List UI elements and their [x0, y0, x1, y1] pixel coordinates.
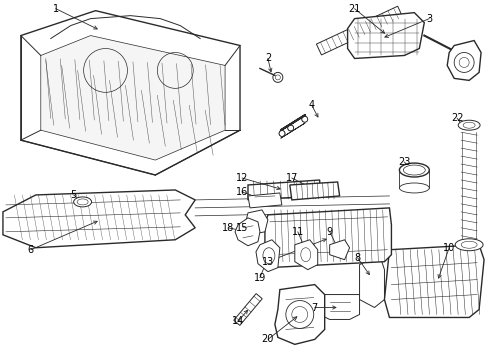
Polygon shape	[274, 285, 324, 345]
Ellipse shape	[300, 248, 310, 262]
Text: 3: 3	[426, 14, 431, 24]
Text: 20: 20	[261, 334, 274, 345]
Polygon shape	[329, 240, 349, 260]
Polygon shape	[3, 190, 195, 248]
Ellipse shape	[462, 122, 474, 128]
Text: 22: 22	[450, 113, 463, 123]
Text: 17: 17	[285, 173, 297, 183]
Text: 16: 16	[235, 187, 247, 197]
Text: 12: 12	[235, 173, 248, 183]
Polygon shape	[264, 208, 390, 268]
Ellipse shape	[77, 199, 88, 205]
Polygon shape	[316, 6, 402, 55]
Ellipse shape	[263, 248, 274, 264]
Polygon shape	[41, 36, 224, 160]
Ellipse shape	[399, 183, 428, 193]
Polygon shape	[447, 41, 480, 80]
Polygon shape	[247, 193, 281, 208]
Polygon shape	[244, 210, 267, 235]
Ellipse shape	[460, 241, 476, 248]
Ellipse shape	[74, 197, 91, 207]
Text: 13: 13	[261, 257, 273, 267]
Polygon shape	[255, 240, 279, 272]
Polygon shape	[289, 182, 339, 200]
Text: 5: 5	[70, 190, 77, 200]
Text: 23: 23	[397, 157, 410, 167]
Polygon shape	[294, 240, 317, 270]
Text: 18: 18	[222, 223, 234, 233]
Polygon shape	[233, 294, 262, 325]
Text: 6: 6	[28, 245, 34, 255]
Ellipse shape	[454, 239, 482, 251]
Text: 14: 14	[231, 316, 244, 327]
Text: 19: 19	[253, 273, 265, 283]
Text: 15: 15	[235, 223, 248, 233]
Polygon shape	[347, 13, 424, 58]
Text: 1: 1	[53, 4, 59, 14]
Text: 8: 8	[354, 253, 360, 263]
Polygon shape	[384, 245, 483, 318]
Polygon shape	[235, 218, 260, 246]
Text: 21: 21	[347, 4, 360, 14]
Text: 10: 10	[442, 243, 454, 253]
Text: 9: 9	[326, 227, 332, 237]
Ellipse shape	[399, 163, 428, 177]
Ellipse shape	[457, 120, 479, 130]
Text: 7: 7	[311, 302, 317, 312]
Text: 2: 2	[264, 54, 270, 63]
Text: 4: 4	[308, 100, 314, 110]
Polygon shape	[359, 255, 384, 307]
Ellipse shape	[403, 165, 425, 175]
Polygon shape	[319, 294, 359, 319]
Polygon shape	[21, 11, 240, 175]
Text: 11: 11	[291, 227, 304, 237]
Polygon shape	[247, 180, 319, 200]
